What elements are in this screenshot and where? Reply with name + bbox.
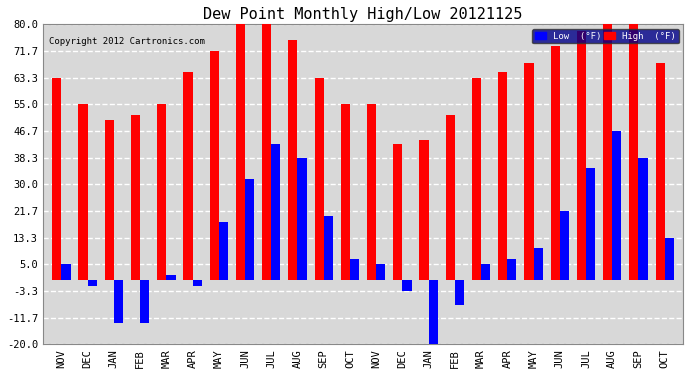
Bar [245,179,254,280]
Bar [656,63,664,280]
Text: Copyright 2012 Cartronics.com: Copyright 2012 Cartronics.com [50,37,206,46]
Bar [524,63,533,280]
Bar [393,144,402,280]
Bar [157,105,166,280]
Bar [472,78,481,280]
Bar [210,51,219,280]
Bar [288,39,297,280]
Bar [507,259,517,280]
Bar [315,78,324,280]
Bar [664,238,674,280]
Bar [271,144,280,280]
Bar [61,264,70,280]
Bar [498,72,507,280]
Bar [88,280,97,286]
Bar [219,222,228,280]
Bar [481,264,491,280]
Bar [586,168,595,280]
Bar [560,211,569,280]
Bar [324,216,333,280]
Bar [166,275,175,280]
Bar [236,24,245,280]
Bar [193,280,201,286]
Bar [551,46,560,280]
Bar [79,105,88,280]
Bar [262,24,271,280]
Bar [114,280,123,323]
Bar [297,158,306,280]
Bar [52,78,61,280]
Bar [455,280,464,305]
Bar [376,264,385,280]
Bar [184,72,193,280]
Bar [367,105,376,280]
Bar [402,280,411,291]
Bar [131,115,140,280]
Bar [577,31,586,280]
Bar [428,280,438,345]
Legend: Low  (°F), High  (°F): Low (°F), High (°F) [532,29,678,44]
Bar [350,259,359,280]
Title: Dew Point Monthly High/Low 20121125: Dew Point Monthly High/Low 20121125 [204,7,523,22]
Bar [629,24,638,280]
Bar [612,131,622,280]
Bar [446,115,455,280]
Bar [140,280,149,323]
Bar [638,158,648,280]
Bar [603,24,612,280]
Bar [533,249,543,280]
Bar [105,120,114,280]
Bar [341,105,350,280]
Bar [420,140,428,280]
